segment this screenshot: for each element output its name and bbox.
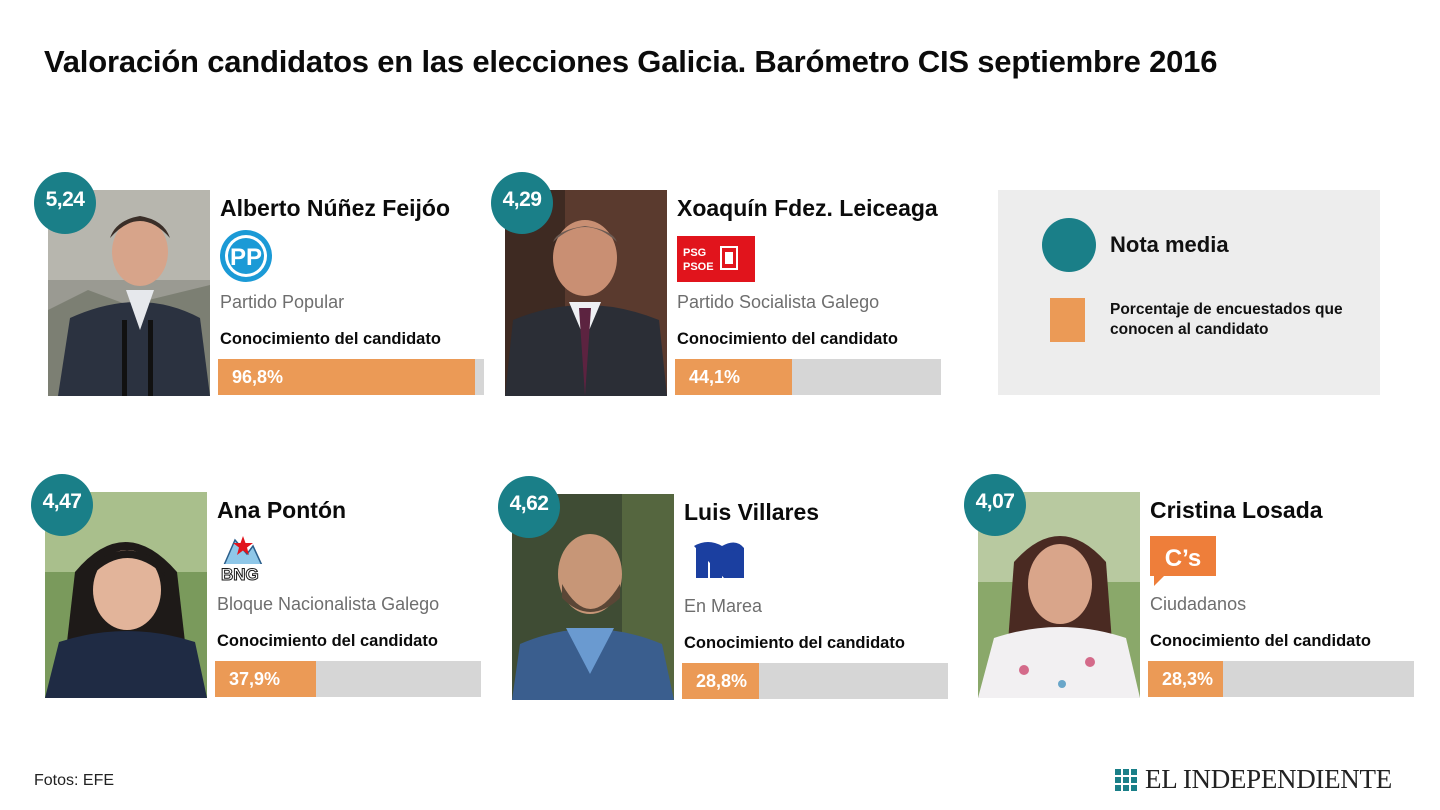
candidate-name: Alberto Núñez Feijóo [220, 195, 450, 221]
average-score-badge: 4,62 [498, 476, 560, 538]
knowledge-label: Conocimiento del candidato [684, 634, 905, 652]
candidate-card: 5,24 Alberto Núñez Feijóo PP Partido Pop… [34, 172, 498, 402]
svg-text:PSOE: PSOE [683, 261, 714, 273]
knowledge-bar-track: 37,9% [215, 661, 481, 697]
knowledge-value: 28,3% [1162, 669, 1214, 689]
candidate-photo [48, 190, 210, 396]
knowledge-bar-track: 28,8% [682, 663, 948, 699]
knowledge-bar [675, 359, 793, 395]
bng-logo: BNG [217, 532, 297, 585]
candidate-name: Xoaquín Fdez. Leiceaga [677, 195, 938, 221]
knowledge-value: 37,9% [229, 669, 281, 689]
knowledge-bar [682, 663, 759, 699]
candidate-name: Ana Pontón [217, 497, 347, 523]
brand-name: EL INDEPENDIENTE [1145, 764, 1392, 794]
knowledge-value: 28,8% [696, 671, 748, 691]
knowledge-bar [1148, 661, 1224, 697]
knowledge-value: 96,8% [232, 367, 284, 387]
average-score-badge: 4,07 [964, 474, 1026, 536]
knowledge-bar-track: 44,1% [675, 359, 941, 395]
party-name: Ciudadanos [1150, 594, 1247, 614]
photo-credit: Fotos: EFE [34, 772, 115, 789]
brand-grid-icon [1115, 768, 1137, 791]
ciudadanos-logo: C’s [1150, 532, 1230, 586]
knowledge-label: Conocimiento del candidato [677, 330, 898, 348]
party-name: Partido Popular [220, 292, 345, 312]
knowledge-bar-track: 96,8% [218, 359, 484, 395]
en-marea-logo [684, 534, 764, 586]
svg-text:PP: PP [230, 244, 262, 271]
candidate-card: 4,62 Luis Villares En Marea Conocimiento… [498, 476, 962, 706]
knowledge-label: Conocimiento del candidato [1150, 632, 1371, 650]
legend-square-label: Porcentaje de encuestados que conocen al… [1110, 301, 1343, 338]
legend-circle-label: Nota media [1110, 232, 1229, 257]
candidate-name: Cristina Losada [1150, 497, 1323, 523]
candidate-card: 4,47 Ana Pontón BNG Bloque Nacionalista … [31, 474, 495, 704]
party-name: Bloque Nacionalista Galego [217, 594, 440, 614]
knowledge-label: Conocimiento del candidato [220, 330, 441, 348]
knowledge-bar [215, 661, 316, 697]
pp-logo: PP [220, 230, 300, 282]
legend-square-swatch [1050, 298, 1085, 342]
svg-text:C’s: C’s [1165, 545, 1201, 572]
psdeg-psoe-logo: PSG PSOE [677, 230, 757, 282]
brand: EL INDEPENDIENTE [1115, 764, 1392, 795]
average-score-badge: 5,24 [34, 172, 96, 234]
knowledge-bar [218, 359, 476, 395]
legend-circle-swatch [1042, 218, 1096, 272]
candidate-name: Luis Villares [684, 499, 820, 525]
svg-text:BNG: BNG [221, 565, 259, 584]
candidate-card: 4,07 Cristina Losada C’s Ciudadanos Cono… [964, 474, 1428, 704]
candidate-card: 4,29 Xoaquín Fdez. Leiceaga PSG PSOE Par… [491, 172, 955, 402]
svg-text:PSG: PSG [683, 247, 706, 259]
party-name: Partido Socialista Galego [677, 292, 880, 312]
average-score-badge: 4,47 [31, 474, 93, 536]
party-name: En Marea [684, 596, 763, 616]
legend-box: Nota media Porcentaje de encuestados que… [998, 190, 1380, 395]
knowledge-bar-track: 28,3% [1148, 661, 1414, 697]
chart-title: Valoración candidatos en las elecciones … [44, 44, 1218, 79]
knowledge-label: Conocimiento del candidato [217, 632, 438, 650]
knowledge-value: 44,1% [689, 367, 741, 387]
average-score-badge: 4,29 [491, 172, 553, 234]
